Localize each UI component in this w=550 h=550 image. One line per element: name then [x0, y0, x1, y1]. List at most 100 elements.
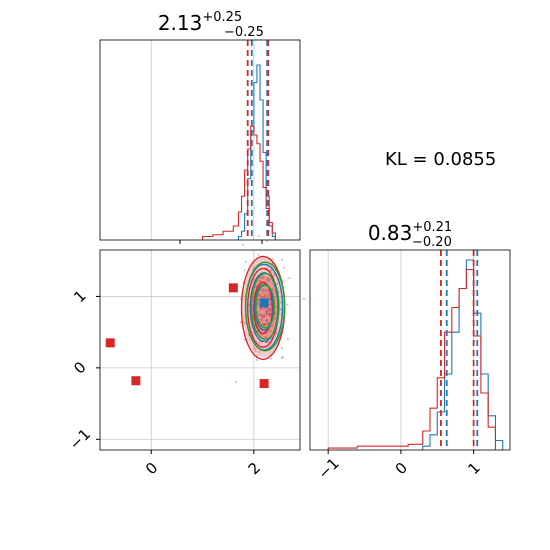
sample-point: [275, 282, 279, 286]
sample-point: [264, 335, 267, 339]
x-tick-label: 1: [464, 459, 483, 478]
sample-point: [269, 307, 272, 310]
x-tick-label: 2: [245, 459, 264, 478]
title-p2-minus: −0.20: [412, 235, 452, 250]
marker-red: [259, 379, 269, 389]
sample-point: [268, 278, 271, 281]
y-tick-label: −1: [66, 425, 94, 453]
title-p1-value: 2.13: [158, 11, 203, 35]
sample-point: [265, 318, 269, 321]
x-tick-label: −1: [314, 454, 342, 482]
sample-point: [262, 288, 265, 291]
marker-blue: [259, 298, 269, 308]
sample-point: [265, 307, 268, 310]
contour-red: [253, 281, 274, 335]
contour-blue: [249, 272, 279, 343]
sample-point: [264, 310, 267, 314]
sample-point: [258, 313, 261, 316]
sample-point: [267, 288, 270, 292]
sample-point: [258, 294, 261, 297]
sample-point: [266, 278, 269, 281]
sample-point: [269, 308, 272, 311]
sample-point: [280, 356, 284, 360]
y-tick-label: 1: [70, 287, 89, 306]
sample-point: [288, 277, 291, 280]
marginal-p1-frame: [99, 39, 301, 241]
sample-point: [265, 240, 268, 243]
marginal-p2-panel: −1 0 1: [309, 249, 511, 483]
sample-point: [262, 323, 265, 326]
marker-red: [228, 283, 238, 293]
y-tick-label: 0: [70, 358, 89, 377]
sample-point: [259, 307, 263, 311]
sample-point: [261, 291, 264, 294]
title-p1-minus: −0.25: [224, 25, 264, 40]
sample-point: [267, 293, 270, 296]
sample-point: [265, 312, 269, 315]
marginal-p1-panel: [99, 39, 301, 244]
sample-point: [265, 320, 269, 323]
sample-point: [280, 347, 284, 350]
sample-point: [261, 319, 264, 322]
sample-point: [253, 347, 256, 350]
sample-point: [256, 311, 259, 314]
sample-point: [263, 289, 266, 292]
histogram-red: [202, 125, 276, 240]
sample-point: [263, 315, 266, 318]
sample-point: [279, 307, 283, 311]
sample-point: [259, 279, 262, 283]
x-tick-label: 0: [392, 459, 411, 478]
sample-point: [256, 299, 259, 302]
sample-point: [257, 303, 260, 306]
sample-point: [266, 313, 269, 316]
sample-point: [259, 307, 263, 310]
sample-point: [266, 321, 269, 324]
sample-point: [265, 290, 268, 293]
sample-point: [243, 269, 246, 272]
title-p1-plus: +0.25: [202, 10, 242, 25]
sample-point: [268, 297, 271, 301]
sample-point: [263, 323, 267, 326]
sample-point: [302, 297, 306, 300]
sample-point: [269, 303, 273, 306]
sample-point: [258, 294, 261, 297]
sample-point: [262, 323, 265, 326]
sample-point: [267, 307, 270, 310]
contour-blue: [254, 283, 275, 331]
sample-point: [275, 331, 278, 334]
sample-point: [269, 269, 272, 273]
sample-point: [263, 313, 266, 317]
sample-point: [262, 296, 265, 299]
sample-point: [282, 266, 285, 269]
kl-annotation: KL = 0.0855: [385, 149, 496, 170]
sample-point: [280, 258, 284, 261]
title-p2-plus: +0.21: [412, 220, 452, 235]
sample-point: [259, 276, 263, 279]
sample-point: [255, 358, 259, 362]
sample-point: [257, 235, 260, 238]
sample-point: [235, 380, 238, 384]
marker-red: [105, 338, 115, 348]
sample-point: [264, 323, 267, 326]
sample-point: [259, 313, 262, 316]
sample-point: [271, 288, 274, 291]
sample-point: [265, 311, 269, 314]
sample-point: [263, 293, 266, 296]
sample-point: [263, 324, 266, 327]
sample-point: [267, 293, 270, 296]
sample-point: [261, 276, 265, 279]
sample-point: [264, 307, 267, 310]
sample-point: [261, 323, 264, 327]
sample-point: [254, 285, 258, 288]
sample-point: [271, 324, 274, 327]
sample-point: [265, 318, 268, 322]
contour-green: [244, 261, 286, 352]
sample-point: [258, 342, 261, 345]
contour-green: [255, 284, 276, 329]
sample-point: [275, 305, 278, 308]
sample-point: [256, 301, 259, 305]
sample-point: [268, 309, 271, 313]
title-p1: 2.13+0.25: [158, 10, 242, 35]
title-p2: 0.83+0.21: [368, 220, 452, 245]
contour-green: [250, 272, 280, 340]
